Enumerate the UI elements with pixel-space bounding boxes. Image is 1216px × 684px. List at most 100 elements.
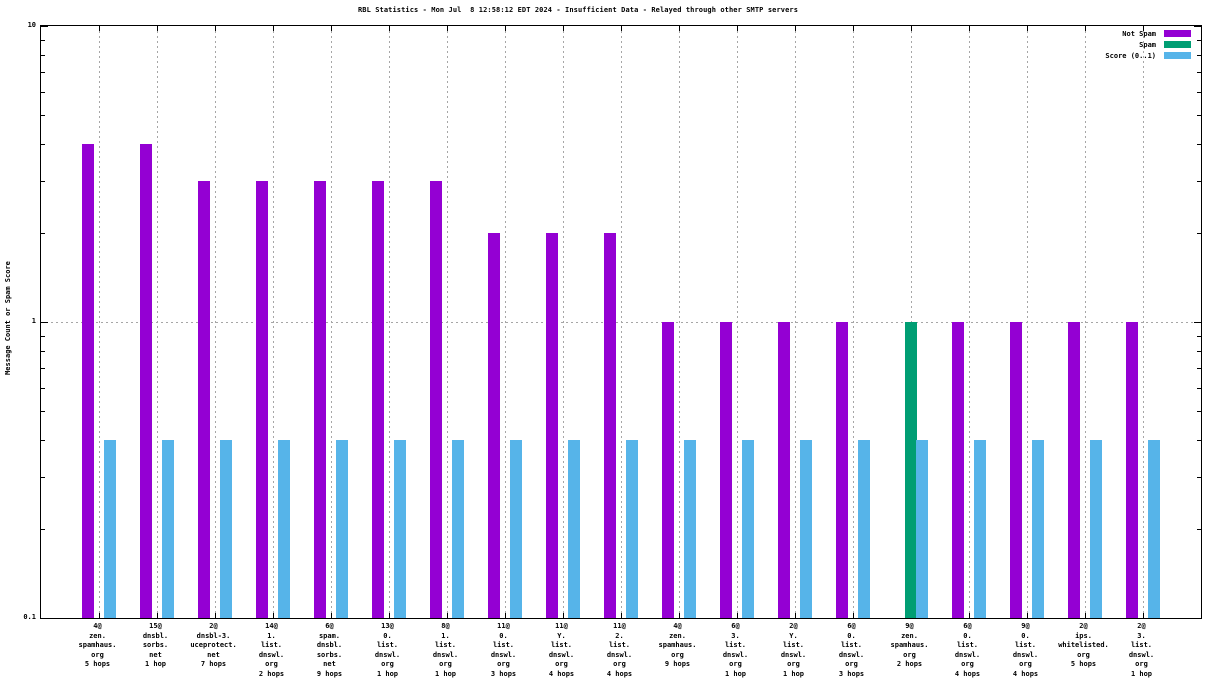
x-axis-label-line: dnswl.	[1012, 650, 1039, 659]
x-axis-label-line: org	[381, 660, 394, 669]
x-axis-label-line: 4 hops	[606, 669, 633, 678]
x-axis-label-line: 9 hops	[664, 660, 691, 669]
bar-score	[800, 439, 812, 618]
x-axis-label-line: 2@	[789, 622, 798, 630]
bar-score	[278, 439, 290, 618]
x-axis-label-line: 1.	[441, 631, 450, 640]
gridline-vertical	[736, 26, 738, 618]
legend-label: Not Spam	[1122, 29, 1156, 38]
y-tick-minor	[41, 335, 45, 337]
bar-not-spam	[836, 322, 848, 618]
y-tick-major	[41, 618, 48, 619]
x-tick-top	[156, 26, 158, 31]
x-axis-label-line: dnswl.	[258, 650, 285, 659]
bar-score	[858, 439, 870, 618]
x-tick-top	[794, 26, 796, 31]
x-axis-label-line: list.	[1014, 641, 1037, 650]
x-tick-top	[1084, 26, 1086, 31]
y-tick-major	[41, 322, 48, 323]
y-tick-minor	[41, 476, 45, 478]
x-axis-label-line: 6@	[847, 622, 856, 630]
x-axis-label: 6@ 0. list. dnswl. org 3 hops	[821, 622, 883, 680]
x-axis-label-line: org	[1077, 650, 1090, 659]
x-axis-label-line: dnswl.	[374, 650, 401, 659]
x-axis-label-line: dnswl.	[780, 650, 807, 659]
bar-not-spam	[662, 322, 674, 618]
x-axis-label-line: 8@	[441, 622, 450, 630]
x-axis-label: 6@ spam. dnsbl. sorbs. net 9 hops	[299, 622, 361, 680]
x-tick-bottom	[330, 613, 332, 618]
bar-score	[974, 439, 986, 618]
x-axis-label-line: spam.	[318, 631, 341, 640]
y-tick-minor	[1197, 387, 1201, 389]
y-tick-minor	[41, 232, 45, 234]
gridline-vertical	[156, 26, 158, 618]
legend-item: Spam	[1105, 39, 1191, 50]
x-axis-label-line: net	[323, 660, 336, 669]
x-axis-label-line: 2 hops	[258, 669, 285, 678]
x-tick-bottom	[1142, 613, 1144, 618]
x-axis-label-line: org	[845, 660, 858, 669]
gridline-vertical	[214, 26, 216, 618]
x-axis-label-line: dnswl.	[722, 650, 749, 659]
bar-score	[220, 439, 232, 618]
x-axis-label-line: 1.	[267, 631, 276, 640]
x-axis-label-line: 3 hops	[838, 669, 865, 678]
x-axis-label-line: 14@	[265, 622, 278, 630]
bar-not-spam	[82, 143, 94, 618]
x-axis-label-line: list.	[782, 641, 805, 650]
x-tick-top	[852, 26, 854, 31]
x-axis-label-line: org	[729, 660, 742, 669]
gridline-vertical	[620, 26, 622, 618]
x-axis-label-line: whitelisted.	[1058, 641, 1109, 650]
bar-not-spam	[778, 322, 790, 618]
x-axis-label-line: org	[265, 660, 278, 669]
x-tick-bottom	[388, 613, 390, 618]
x-tick-top	[910, 26, 912, 31]
x-axis-label-line: 6@	[325, 622, 334, 630]
gridline-vertical	[1026, 26, 1028, 618]
x-axis-label-line: dnswl.	[1128, 650, 1155, 659]
gridline-vertical	[1084, 26, 1086, 618]
x-axis-label-line: dnsbl.	[316, 641, 343, 650]
x-axis-label-line: 2@	[209, 622, 218, 630]
gridline-vertical	[446, 26, 448, 618]
x-axis-label-line: zen.	[901, 631, 918, 640]
bar-not-spam	[720, 322, 732, 618]
x-axis-label: 6@ 3. list. dnswl. org 1 hop	[705, 622, 767, 680]
x-axis-label-line: 6@	[963, 622, 972, 630]
x-axis-label-line: 2@	[1137, 622, 1146, 630]
x-tick-bottom	[678, 613, 680, 618]
y-tick-minor	[41, 143, 45, 145]
y-tick-major	[1194, 322, 1201, 323]
x-axis-label-line: 1 hop	[782, 669, 805, 678]
x-axis-label-line: 3 hops	[490, 669, 517, 678]
y-tick-minor	[41, 91, 45, 93]
legend-swatch-not-spam	[1164, 30, 1191, 37]
y-tick-minor	[1197, 54, 1201, 56]
y-tick-minor	[1197, 367, 1201, 369]
x-axis-label-line: 13@	[381, 622, 394, 630]
x-axis-label-line: 0.	[963, 631, 972, 640]
bar-score	[452, 439, 464, 618]
x-axis-label-line: 7 hops	[200, 660, 227, 669]
x-axis-label-line: list.	[1130, 641, 1153, 650]
plot-area: Not Spam Spam Score (0..1)	[40, 25, 1202, 619]
x-axis-label-line: uceprotect.	[190, 641, 237, 650]
x-axis-label-line: 15@	[149, 622, 162, 630]
x-tick-bottom	[156, 613, 158, 618]
x-axis-label-line: 0.	[1021, 631, 1030, 640]
x-axis-label-line: 2.	[615, 631, 624, 640]
x-tick-top	[98, 26, 100, 31]
x-axis-label-line: 9@	[905, 622, 914, 630]
x-axis-label-line: 6@	[731, 622, 740, 630]
bar-not-spam	[488, 232, 500, 618]
y-tick-minor	[1197, 335, 1201, 337]
x-axis-label: 11@ Y. list. dnswl. org 4 hops	[531, 622, 593, 680]
gridline-vertical	[330, 26, 332, 618]
x-tick-bottom	[214, 613, 216, 618]
x-tick-bottom	[968, 613, 970, 618]
x-axis-label-line: list.	[956, 641, 979, 650]
bar-not-spam	[256, 180, 268, 618]
bar-score	[394, 439, 406, 618]
